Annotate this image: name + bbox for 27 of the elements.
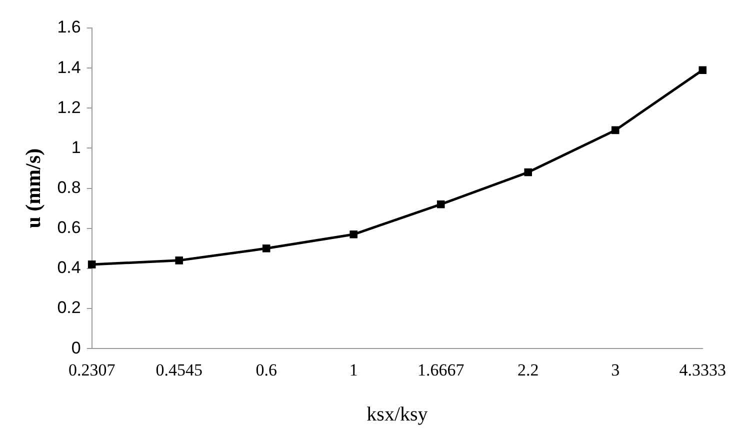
y-tick-label: 1 [71, 138, 81, 157]
y-tick-label: 0.6 [57, 218, 81, 238]
x-tick-label: 2.2 [517, 360, 539, 380]
x-tick-label: 1.6667 [417, 360, 465, 380]
x-tick-label: 1 [349, 360, 358, 380]
x-tick-label: 3 [611, 360, 620, 380]
x-axis-title: ksx/ksy [366, 403, 428, 426]
y-tick-label: 0.2 [57, 298, 81, 318]
point [436, 200, 445, 208]
y-axis-title: u (mm/s) [21, 148, 46, 228]
x-tick-label: 4.3333 [679, 360, 726, 380]
y-tick-label: 0 [71, 338, 81, 358]
x-tick-label: 0.4545 [156, 360, 202, 380]
point [350, 230, 358, 238]
point [611, 126, 620, 134]
point [262, 244, 270, 252]
point [88, 260, 96, 268]
y-tick-label: 1.2 [57, 98, 81, 117]
y-tick-label: 0.8 [57, 178, 81, 197]
point [524, 168, 532, 176]
y-tick-label: 1.4 [57, 58, 81, 77]
x-tick-label: 0.2307 [68, 360, 116, 380]
y-tick-label: 1.6 [57, 18, 81, 37]
x-tick-label: 0.6 [256, 360, 277, 380]
y-tick-label: 0.4 [57, 258, 81, 278]
point [175, 256, 183, 264]
point [698, 66, 707, 74]
